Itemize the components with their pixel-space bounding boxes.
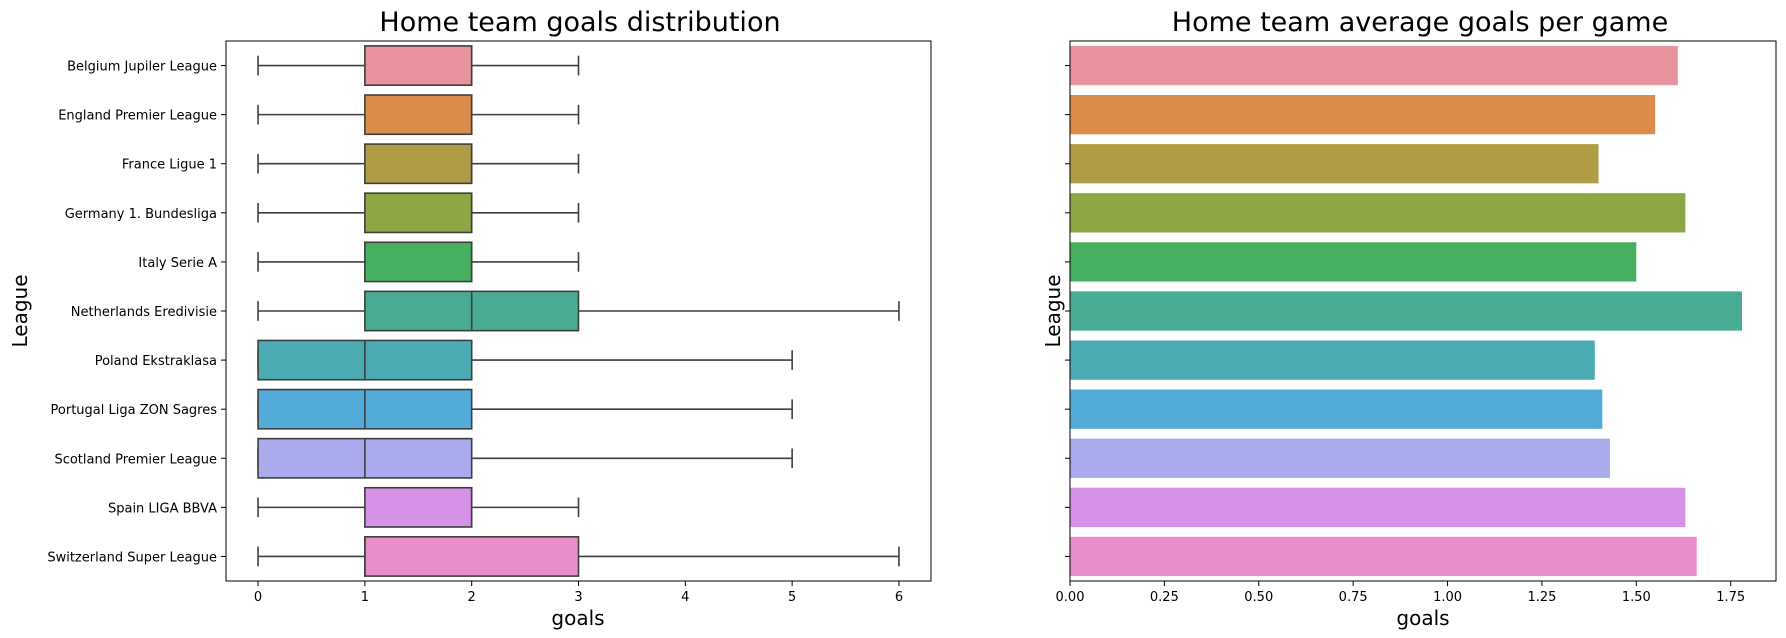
boxplot-y-tick-label: Belgium Jupiler League xyxy=(67,60,217,75)
boxplot-x-tick-label: 0 xyxy=(254,590,262,605)
boxplot-x-tick-label: 1 xyxy=(361,590,369,605)
bar-11 xyxy=(1070,536,1697,577)
boxplot-chart: Home team goals distribution 0 1 2 3 4 5 6 Bel… xyxy=(8,7,932,630)
boxplot-plot-area xyxy=(257,45,900,577)
bar-x-label: goals xyxy=(1396,606,1449,630)
bar-7 xyxy=(1070,340,1595,380)
boxplot-x-tick-label: 5 xyxy=(788,590,796,605)
box-iqr xyxy=(364,241,473,283)
box-iqr xyxy=(364,94,473,136)
bar-3 xyxy=(1070,144,1599,184)
box-5 xyxy=(257,241,580,283)
bar-x-tick-label: 1.00 xyxy=(1433,590,1462,605)
boxplot-y-tick-label: Netherlands Eredivisie xyxy=(71,305,217,320)
boxplot-y-tick-label: France Ligue 1 xyxy=(122,158,217,173)
boxplot-y-ticks: Belgium Jupiler League England Premier Le… xyxy=(47,60,226,565)
bar-plot-area xyxy=(1070,45,1743,577)
bar-x-tick-label: 0.50 xyxy=(1244,590,1273,605)
box-7 xyxy=(257,339,793,381)
box-iqr xyxy=(364,486,473,528)
boxplot-x-tick-label: 6 xyxy=(895,590,903,605)
bar-y-ticks xyxy=(1065,65,1070,557)
bar-x-tick-label: 0.25 xyxy=(1150,590,1179,605)
boxplot-y-tick-label: Switzerland Super League xyxy=(47,550,217,565)
bar-x-tick-label: 0.00 xyxy=(1056,590,1085,605)
boxplot-x-ticks: 0 1 2 3 4 5 6 xyxy=(254,581,903,605)
bar-x-tick-label: 0.75 xyxy=(1339,590,1368,605)
boxplot-x-tick-label: 4 xyxy=(681,590,689,605)
boxplot-y-tick-label: Portugal Liga ZON Sagres xyxy=(51,403,218,418)
bar-8 xyxy=(1070,389,1603,429)
boxplot-x-label: goals xyxy=(551,606,604,630)
bar-1 xyxy=(1070,45,1678,86)
box-iqr xyxy=(364,143,473,185)
bar-chart: Home team average goals per game 0.00 0.2… xyxy=(1041,7,1777,630)
bar-x-tick-label: 1.75 xyxy=(1716,590,1745,605)
bar-6 xyxy=(1070,291,1743,331)
bar-4 xyxy=(1070,193,1686,233)
box-2 xyxy=(257,94,580,136)
bar-x-tick-label: 1.50 xyxy=(1622,590,1651,605)
boxplot-y-tick-label: Germany 1. Bundesliga xyxy=(65,207,217,222)
box-11 xyxy=(257,536,900,577)
box-8 xyxy=(257,388,793,430)
box-1 xyxy=(257,45,580,86)
box-10 xyxy=(257,486,580,528)
bar-5 xyxy=(1070,242,1637,282)
boxplot-y-tick-label: Italy Serie A xyxy=(138,256,217,271)
boxplot-y-tick-label: England Premier League xyxy=(58,109,217,124)
bar-chart-title: Home team average goals per game xyxy=(1172,7,1668,38)
bar-2 xyxy=(1070,95,1656,135)
boxplot-title: Home team goals distribution xyxy=(379,7,780,38)
box-iqr xyxy=(364,536,580,577)
box-6 xyxy=(257,290,900,332)
box-iqr xyxy=(364,45,473,86)
bar-9 xyxy=(1070,438,1610,478)
boxplot-y-tick-label: Spain LIGA BBVA xyxy=(108,501,217,516)
box-9 xyxy=(257,437,793,479)
bar-10 xyxy=(1070,487,1686,527)
box-iqr xyxy=(364,192,473,234)
bar-x-ticks: 0.00 0.25 0.50 0.75 1.00 1.25 1.50 1.75 xyxy=(1056,581,1745,605)
box-3 xyxy=(257,143,580,185)
bar-y-label: League xyxy=(1041,274,1065,347)
boxplot-y-tick-label: Poland Ekstraklasa xyxy=(95,354,217,369)
boxplot-y-label: League xyxy=(8,274,32,347)
boxplot-y-tick-label: Scotland Premier League xyxy=(54,452,217,467)
boxplot-x-tick-label: 2 xyxy=(468,590,476,605)
bar-x-tick-label: 1.25 xyxy=(1527,590,1556,605)
boxplot-x-tick-label: 3 xyxy=(574,590,582,605)
box-4 xyxy=(257,192,580,234)
